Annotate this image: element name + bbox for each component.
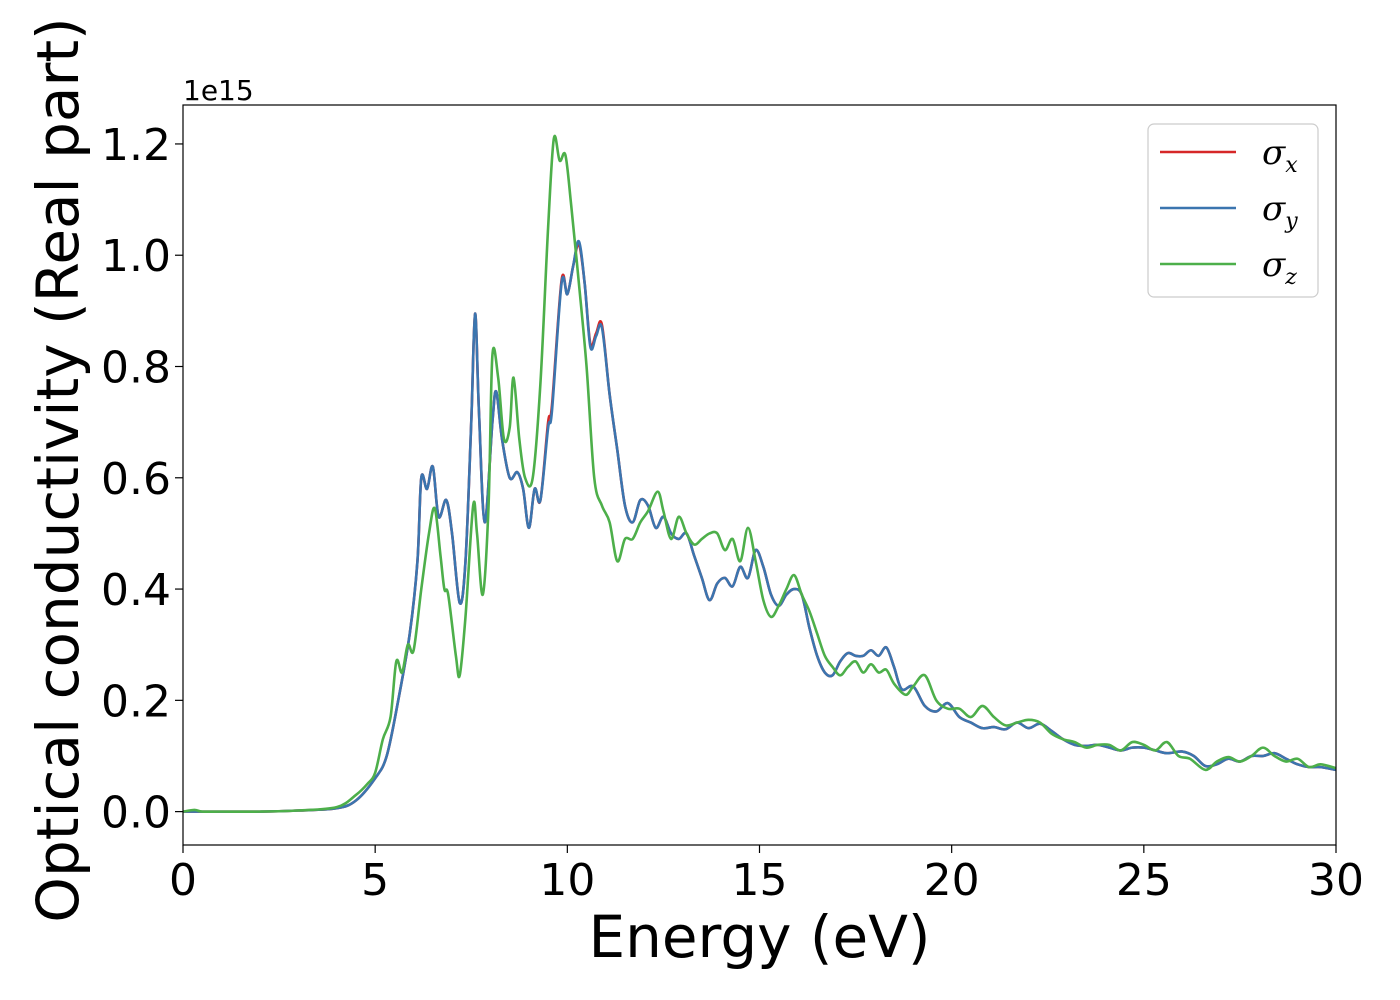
series-line-sigma-z — [183, 134, 1336, 814]
x-tick-label: 25 — [1116, 855, 1172, 906]
y-axis-label: Optical conductivity (Real part) — [24, 17, 92, 922]
x-tick-label: 15 — [732, 855, 788, 906]
ticks-layer: 0 5 10 15 20 25 30 0.0 0.2 0.4 0.6 0.8 1.0 1.2 — [101, 120, 1364, 906]
legend-box — [1147, 123, 1319, 298]
y-tick-label: 0.4 — [101, 565, 171, 616]
y-offset-label: 1e15 — [183, 74, 254, 107]
x-tick-label: 10 — [539, 855, 595, 906]
y-tick-label: 0.8 — [101, 343, 171, 394]
x-tick-label: 20 — [924, 855, 980, 906]
series-line-sigma-y — [183, 239, 1336, 813]
x-tick-label: 30 — [1308, 855, 1364, 906]
y-tick-label: 0.2 — [101, 676, 171, 727]
y-tick-label: 1.0 — [101, 231, 171, 282]
x-axis-label: Energy (eV) — [588, 903, 930, 971]
x-tick-label: 5 — [361, 855, 389, 906]
y-tick-label: 0.6 — [101, 454, 171, 505]
y-tick-label: 0.0 — [101, 788, 171, 839]
series-line-sigma-x — [183, 242, 1336, 813]
series-layer — [183, 134, 1336, 814]
x-tick-label: 0 — [169, 855, 197, 906]
y-tick-label: 1.2 — [101, 120, 171, 171]
